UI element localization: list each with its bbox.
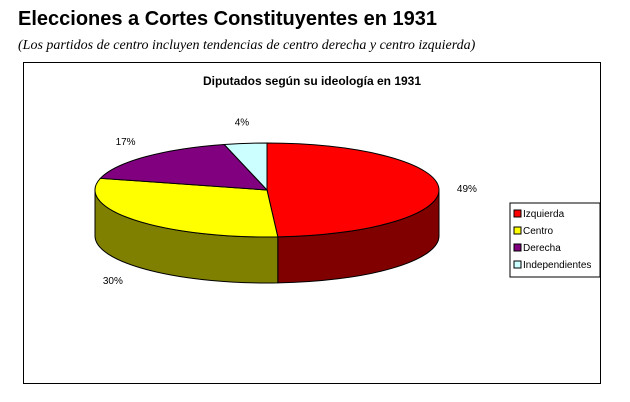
legend-swatch-centro (513, 226, 522, 235)
pie-slice-independientes (223, 142, 268, 192)
legend-label-independientes: Independientes (523, 260, 591, 271)
legend-swatch-izquierda (513, 209, 522, 218)
legend: Izquierda Centro Derecha Independientes (509, 202, 600, 278)
legend-label-centro: Centro (523, 226, 553, 237)
slice-label-izquierda: 49% (457, 184, 477, 195)
page-subtitle: (Los partidos de centro incluyen tendenc… (18, 38, 476, 53)
chart-area: Diputados según su ideología en 1931 49%… (23, 62, 601, 384)
slice-label-independientes: 4% (235, 118, 250, 129)
pie-slice-derecha (99, 143, 269, 191)
chart-title: Diputados según su ideología en 1931 (203, 74, 421, 88)
legend-label-izquierda: Izquierda (523, 209, 565, 220)
legend-swatch-derecha (513, 243, 522, 252)
pie-group (94, 142, 440, 284)
page-title: Elecciones a Cortes Constituyentes en 19… (18, 8, 438, 30)
slice-label-centro: 30% (103, 276, 123, 287)
legend-label-derecha: Derecha (523, 243, 561, 254)
pie-chart: Diputados según su ideología en 1931 49%… (94, 74, 600, 287)
pie-slice-izquierda (266, 142, 440, 238)
slice-labels: 49% 30% 17% 4% (103, 118, 477, 287)
legend-swatch-independientes (513, 260, 522, 269)
slice-label-derecha: 17% (116, 137, 136, 148)
legend-box (509, 202, 600, 278)
pie-slice-centro (94, 177, 279, 238)
